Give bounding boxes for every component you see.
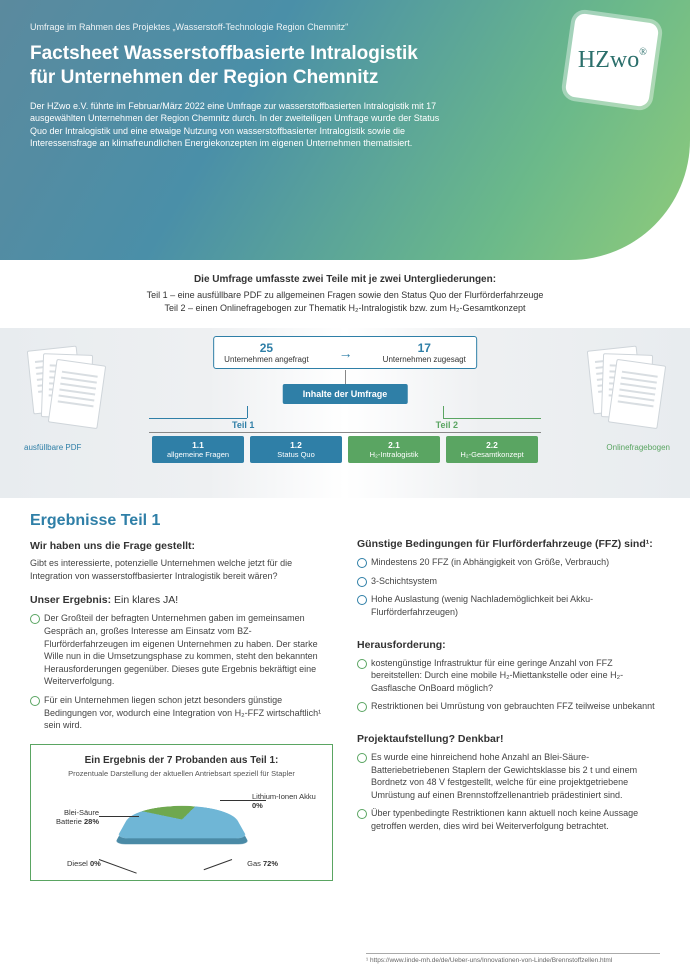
- answer-item-2: Für ein Unternehmen liegen schon jetzt b…: [30, 694, 333, 732]
- survey-intro: Die Umfrage umfasste zwei Teile mit je z…: [0, 260, 690, 320]
- survey-line-1: Teil 1 – eine ausfüllbare PDF zu allgeme…: [30, 289, 660, 302]
- survey-diagram: ausfüllbare PDF Onlinefragebogen 25 Unte…: [0, 328, 690, 498]
- proj-item-2: Über typenbedingte Restriktionen kann ak…: [357, 807, 660, 832]
- survey-lead: Die Umfrage umfasste zwei Teile mit je z…: [30, 274, 660, 285]
- answer-item-1: Der Großteil der befragten Unternehmen g…: [30, 612, 333, 688]
- cond-item-1: Mindestens 20 FFZ (in Abhängigkeit von G…: [357, 556, 660, 569]
- companies-asked-count: 25: [224, 341, 309, 355]
- question-text: Gibt es interessierte, potenzielle Unter…: [30, 557, 333, 582]
- cond-item-2: 3-Schichtsystem: [357, 575, 660, 588]
- cond-item-3: Hohe Auslastung (wenig Nachlademöglichke…: [357, 593, 660, 618]
- results-title: Ergebnisse Teil 1: [30, 512, 333, 530]
- label-diesel: Diesel 0%: [67, 859, 101, 868]
- footnote: ¹ https://www.linde-mh.de/de/Ueber-uns/I…: [366, 953, 660, 964]
- survey-contents-box: Inhalte der Umfrage: [283, 384, 408, 404]
- chal-item-1: kostengünstige Infrastruktur für eine ge…: [357, 657, 660, 695]
- conditions-heading: Günstige Bedingungen für Flurförderfahrz…: [357, 538, 660, 550]
- conditions-list: Mindestens 20 FFZ (in Abhängigkeit von G…: [357, 556, 660, 618]
- pdf-caption: ausfüllbare PDF: [24, 443, 124, 452]
- teil-1-label: Teil 1: [232, 420, 254, 430]
- project-subhead: Umfrage im Rahmen des Projektes „Wassers…: [30, 22, 660, 32]
- flow-companies-box: 25 Unternehmen angefragt → 17 Unternehme…: [213, 336, 477, 369]
- leaf-h2-intralogistik: 2.1H₂-Intralogistik: [348, 436, 440, 463]
- proj-item-1: Es wurde eine hinreichend hohe Anzahl an…: [357, 751, 660, 801]
- answer-list: Der Großteil der befragten Unternehmen g…: [30, 612, 333, 731]
- chart-subtitle: Prozentuale Darstellung der aktuellen An…: [41, 769, 322, 779]
- pdf-stack-icon: ausfüllbare PDF: [30, 348, 100, 438]
- label-gas: Gas 72%: [247, 859, 278, 868]
- logo: HZwo®: [570, 18, 660, 108]
- leaf-status-quo: 1.2Status Quo: [250, 436, 342, 463]
- chal-item-2: Restriktionen bei Umrüstung von gebrauch…: [357, 700, 660, 713]
- arrow-right-icon: →: [339, 345, 353, 361]
- label-lithium: Lithium-Ionen Akku 0%: [252, 792, 322, 810]
- online-stack-icon: Onlinefragebogen: [590, 348, 660, 438]
- content-columns: Ergebnisse Teil 1 Wir haben uns die Frag…: [0, 504, 690, 881]
- leaf-h2-gesamtkonzept: 2.2H₂-Gesamtkonzept: [446, 436, 538, 463]
- challenge-heading: Herausforderung:: [357, 639, 660, 651]
- question-heading: Wir haben uns die Frage gestellt:: [30, 540, 333, 552]
- companies-asked-label: Unternehmen angefragt: [224, 355, 309, 364]
- right-column: Günstige Bedingungen für Flurförderfahrz…: [357, 504, 660, 881]
- left-column: Ergebnisse Teil 1 Wir haben uns die Frag…: [30, 504, 333, 881]
- leaf-allgemeine-fragen: 1.1allgemeine Fragen: [152, 436, 244, 463]
- companies-agreed-count: 17: [383, 341, 466, 355]
- chart-box: Ein Ergebnis der 7 Probanden aus Teil 1:…: [30, 744, 333, 882]
- survey-line-2: Teil 2 – einen Onlinefragebogen zur Them…: [30, 302, 660, 315]
- page-title: Factsheet Wasserstoffbasierte Intralogis…: [30, 42, 450, 90]
- chart-title: Ein Ergebnis der 7 Probanden aus Teil 1:: [41, 755, 322, 766]
- companies-agreed-label: Unternehmen zugesagt: [383, 355, 466, 364]
- online-caption: Onlinefragebogen: [570, 443, 670, 452]
- answer-heading: Unser Ergebnis: Ein klares JA!: [30, 594, 333, 606]
- pie-chart: Blei-Säure Batterie 28% Lithium-Ionen Ak…: [41, 786, 322, 866]
- header: Umfrage im Rahmen des Projektes „Wassers…: [0, 0, 690, 260]
- intro-paragraph: Der HZwo e.V. führte im Februar/März 202…: [30, 100, 450, 150]
- teil-2-label: Teil 2: [436, 420, 458, 430]
- project-heading: Projektaufstellung? Denkbar!: [357, 733, 660, 745]
- project-list: Es wurde eine hinreichend hohe Anzahl an…: [357, 751, 660, 833]
- label-blei: Blei-Säure Batterie 28%: [43, 808, 99, 826]
- challenge-list: kostengünstige Infrastruktur für eine ge…: [357, 657, 660, 713]
- logo-text: HZwo®: [578, 47, 647, 74]
